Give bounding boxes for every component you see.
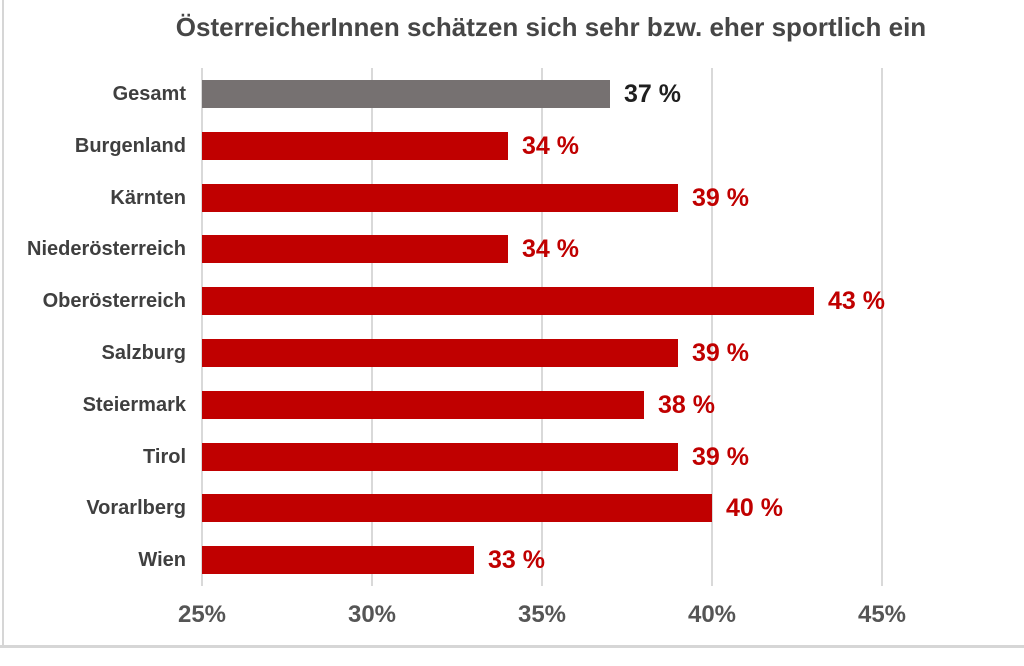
x-tick-label-40: 40% xyxy=(687,601,737,628)
gridline-35 xyxy=(541,68,543,586)
bar-10 xyxy=(202,546,474,575)
value-label-10: 33 % xyxy=(488,546,545,575)
category-label-1: Gesamt xyxy=(112,82,186,105)
bar-1 xyxy=(202,79,610,108)
value-label-8: 39 % xyxy=(692,442,749,471)
bar-7 xyxy=(202,390,644,419)
category-label-6: Salzburg xyxy=(101,341,186,364)
category-label-9: Vorarlberg xyxy=(86,497,186,520)
bar-5 xyxy=(202,287,814,316)
frame-left-border xyxy=(2,0,4,646)
x-tick-label-35: 35% xyxy=(517,601,567,628)
category-label-5: Oberösterreich xyxy=(42,290,186,313)
category-label-2: Burgenland xyxy=(74,134,186,157)
category-label-3: Kärnten xyxy=(110,186,186,209)
x-tick-label-45: 45% xyxy=(857,601,907,628)
category-label-7: Steiermark xyxy=(82,393,186,416)
value-label-9: 40 % xyxy=(726,494,783,523)
bar-3 xyxy=(202,183,678,212)
category-label-8: Tirol xyxy=(143,445,186,468)
bar-6 xyxy=(202,338,678,367)
value-label-2: 34 % xyxy=(522,131,579,160)
bar-4 xyxy=(202,235,508,264)
value-label-7: 38 % xyxy=(658,390,715,419)
frame-bottom-border xyxy=(0,645,1024,648)
value-label-3: 39 % xyxy=(692,183,749,212)
bar-8 xyxy=(202,442,678,471)
x-tick-label-30: 30% xyxy=(347,601,397,628)
x-tick-label-25: 25% xyxy=(177,601,227,628)
gridline-30 xyxy=(371,68,373,586)
value-label-6: 39 % xyxy=(692,338,749,367)
value-label-1: 37 % xyxy=(624,79,681,108)
gridline-25 xyxy=(201,68,203,586)
gridline-40 xyxy=(711,68,713,586)
category-label-10: Wien xyxy=(138,549,186,572)
value-label-4: 34 % xyxy=(522,235,579,264)
value-label-5: 43 % xyxy=(828,287,885,316)
chart-title: ÖsterreicherInnen schätzen sich sehr bzw… xyxy=(175,12,927,42)
gridline-45 xyxy=(881,68,883,586)
category-label-4: Niederösterreich xyxy=(27,238,186,261)
bar-2 xyxy=(202,131,508,160)
bar-9 xyxy=(202,494,712,523)
